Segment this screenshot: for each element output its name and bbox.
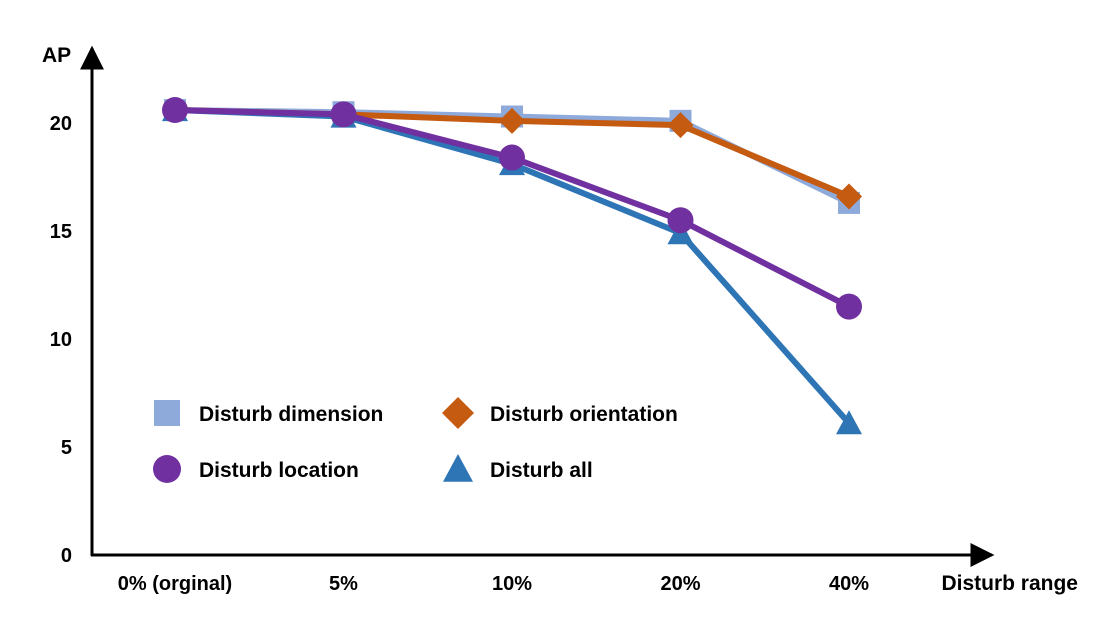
data-point-diamond	[442, 397, 474, 429]
legend: Disturb dimension Disturb orientation Dist…	[153, 397, 678, 483]
x-tick-label: 5%	[329, 573, 358, 595]
series-layer	[162, 97, 862, 435]
data-point-circle	[153, 455, 181, 483]
y-tick-label: 0	[61, 545, 72, 567]
legend-label: Disturb location	[199, 459, 359, 482]
y-tick-label: 10	[50, 329, 72, 351]
x-tick-labels: 0% (orginal) 5% 10% 20% 40%	[118, 573, 869, 595]
legend-item: Disturb orientation	[442, 397, 678, 429]
data-point-square	[154, 400, 180, 426]
legend-item: Disturb dimension	[154, 400, 383, 426]
data-point-diamond	[667, 112, 694, 139]
series-disturb-location	[162, 97, 862, 320]
y-tick-label: 20	[50, 113, 72, 135]
x-axis-title: Disturb range	[941, 572, 1078, 595]
x-tick-label: 20%	[660, 573, 700, 595]
data-point-circle	[330, 101, 357, 128]
y-tick-label: 5	[61, 437, 72, 459]
y-tick-label: 15	[50, 221, 72, 243]
data-point-circle	[499, 144, 525, 171]
x-tick-label: 10%	[492, 573, 532, 595]
series-line	[174, 107, 851, 310]
legend-label: Disturb orientation	[490, 403, 678, 426]
y-tick-labels: 0 5 10 15 20	[50, 113, 72, 567]
axes	[80, 45, 995, 567]
data-point-circle	[162, 97, 188, 124]
legend-item: Disturb all	[443, 454, 593, 482]
legend-label: Disturb dimension	[199, 403, 383, 426]
data-point-diamond	[499, 107, 525, 134]
data-point-diamond	[836, 183, 862, 210]
legend-label: Disturb all	[490, 459, 593, 482]
y-axis-title: AP	[42, 44, 71, 67]
data-point-triangle	[443, 454, 473, 482]
legend-item: Disturb location	[153, 455, 359, 483]
x-tick-label: 40%	[829, 573, 869, 595]
data-point-circle	[836, 293, 862, 320]
data-point-circle	[667, 207, 694, 234]
data-point-triangle	[836, 410, 862, 435]
x-tick-label: 0% (orginal)	[118, 573, 232, 595]
